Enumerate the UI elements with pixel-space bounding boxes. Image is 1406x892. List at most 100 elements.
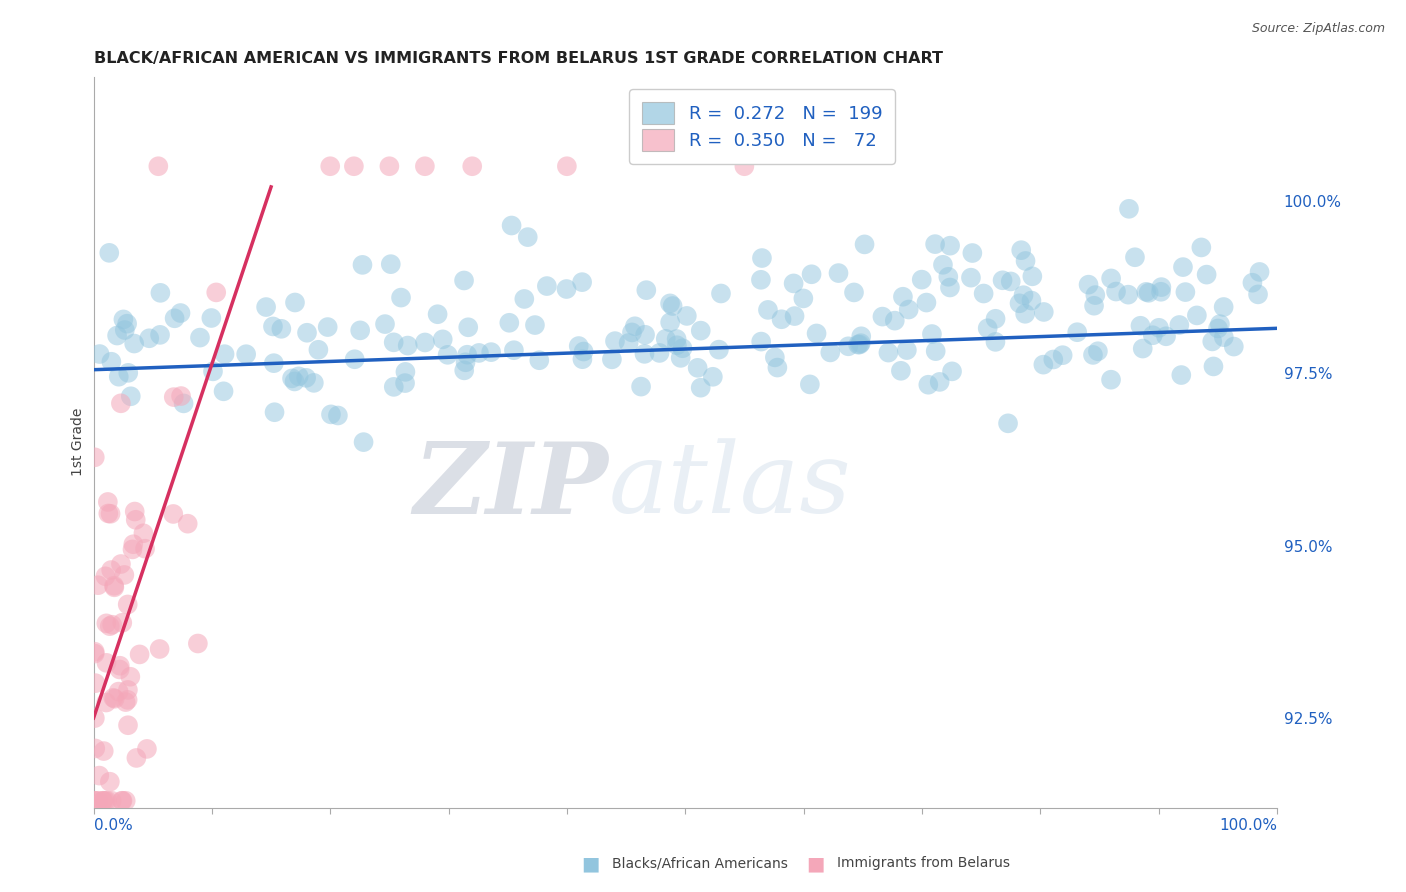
Point [749, 273, 772, 287]
Point [710, 286, 733, 301]
Point [1042, 352, 1064, 367]
Point [457, 320, 479, 334]
Point [84, 741, 107, 756]
Point [235, 347, 257, 361]
Point [661, 299, 683, 313]
Text: 100.0%: 100.0% [1219, 818, 1277, 833]
Point [702, 369, 724, 384]
Point [890, 364, 912, 378]
Point [295, 371, 318, 385]
Point [120, 670, 142, 684]
Point [503, 343, 526, 358]
Point [636, 283, 658, 297]
Point [100, 355, 122, 369]
Point [973, 286, 995, 301]
Point [756, 302, 779, 317]
Point [770, 312, 793, 326]
Point [749, 334, 772, 349]
Point [103, 690, 125, 705]
Point [122, 336, 145, 351]
Point [100, 794, 122, 808]
Point [201, 364, 224, 378]
Point [394, 365, 416, 379]
Point [83, 794, 105, 808]
Point [853, 237, 876, 252]
Point [1202, 359, 1225, 374]
Point [454, 355, 477, 369]
Point [1099, 271, 1122, 285]
Point [107, 684, 129, 698]
Point [316, 320, 339, 334]
Point [941, 364, 963, 378]
Point [87, 578, 110, 592]
Point [763, 351, 786, 365]
Point [83, 647, 105, 661]
Point [806, 326, 828, 341]
Point [1052, 348, 1074, 362]
Point [1014, 307, 1036, 321]
Point [101, 617, 124, 632]
Point [254, 300, 277, 314]
Y-axis label: 1st Grade: 1st Grade [72, 408, 86, 476]
Point [122, 537, 145, 551]
Point [820, 345, 842, 359]
Point [1087, 344, 1109, 359]
Point [1195, 268, 1218, 282]
Point [1116, 287, 1139, 301]
Point [976, 321, 998, 335]
Point [1212, 330, 1234, 344]
Point [1105, 285, 1128, 299]
Point [212, 384, 235, 399]
Point [883, 313, 905, 327]
Point [163, 390, 186, 404]
Point [307, 343, 329, 357]
Point [121, 542, 143, 557]
Point [108, 658, 131, 673]
Point [896, 343, 918, 357]
Point [287, 369, 309, 384]
Point [733, 159, 755, 173]
Point [214, 347, 236, 361]
Point [96, 696, 118, 710]
Point [120, 389, 142, 403]
Point [453, 273, 475, 287]
Point [751, 251, 773, 265]
Point [1212, 300, 1234, 314]
Point [1066, 325, 1088, 339]
Legend: R =  0.272   N =  199, R =  0.350   N =   72: R = 0.272 N = 199, R = 0.350 N = 72 [630, 89, 896, 164]
Point [513, 292, 536, 306]
Point [98, 619, 121, 633]
Point [115, 317, 138, 331]
Point [343, 159, 366, 173]
Point [792, 292, 814, 306]
Point [374, 317, 396, 331]
Point [132, 526, 155, 541]
Point [97, 507, 120, 521]
Point [125, 513, 148, 527]
Point [571, 352, 593, 367]
Point [1021, 269, 1043, 284]
Point [96, 794, 118, 808]
Point [1209, 317, 1232, 331]
Point [617, 336, 640, 351]
Point [343, 352, 366, 367]
Point [148, 159, 170, 173]
Point [200, 310, 222, 325]
Point [620, 326, 643, 340]
Point [1132, 342, 1154, 356]
Point [98, 245, 121, 260]
Point [83, 711, 105, 725]
Point [169, 306, 191, 320]
Point [915, 295, 938, 310]
Point [263, 356, 285, 370]
Point [108, 663, 131, 677]
Point [352, 258, 374, 272]
Point [1135, 285, 1157, 299]
Text: Blacks/African Americans: Blacks/African Americans [612, 856, 787, 871]
Point [800, 267, 823, 281]
Point [413, 159, 436, 173]
Text: 0.0%: 0.0% [94, 818, 132, 833]
Point [173, 396, 195, 410]
Text: ZIP: ZIP [413, 438, 609, 534]
Point [555, 159, 578, 173]
